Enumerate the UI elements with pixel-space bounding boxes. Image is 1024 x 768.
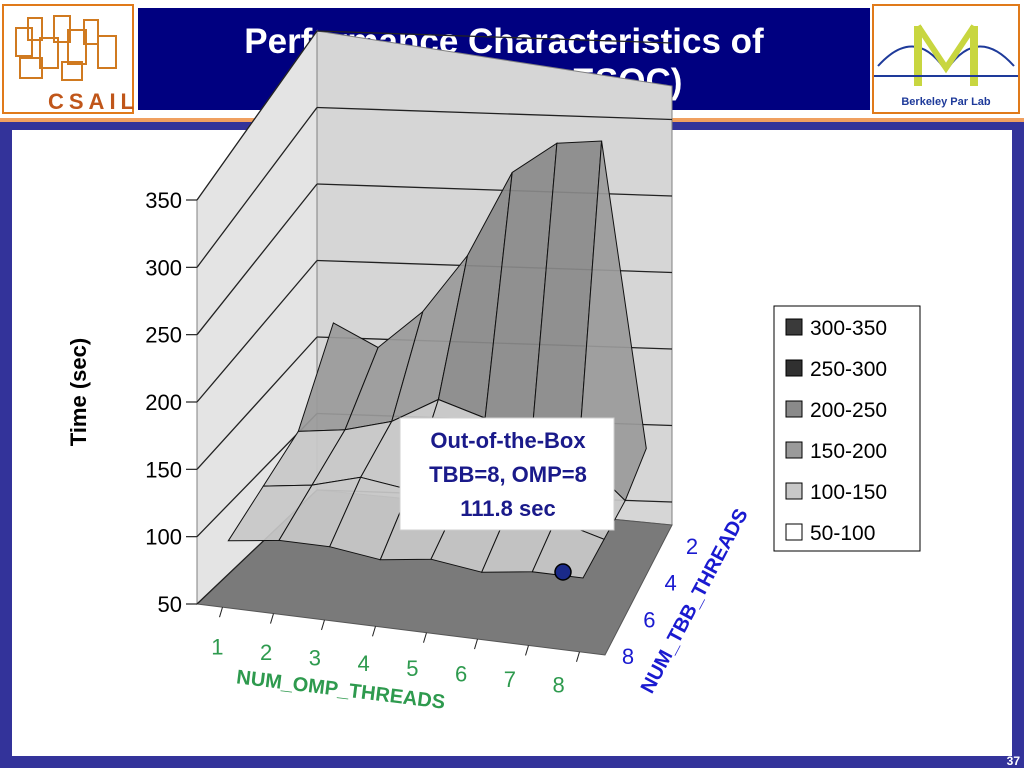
gridline-back: [316, 30, 673, 44]
legend-swatch: [785, 441, 803, 459]
x-tick-label: 3: [309, 645, 321, 670]
gridline-side: [196, 30, 318, 201]
x-tick-label: 5: [406, 656, 418, 681]
y-tick-label: 250: [145, 323, 182, 348]
legend-swatch: [785, 400, 803, 418]
legend-label: 100-150: [810, 481, 887, 504]
z-tick-label: 6: [643, 607, 655, 632]
x-tick-label: 4: [358, 651, 370, 676]
csail-logo: CSAIL: [2, 4, 134, 114]
x-tick-label: 8: [553, 672, 565, 697]
annotation-text: Out-of-the-Box: [430, 428, 586, 453]
y-tick-label: 300: [145, 255, 182, 280]
x-tick-label: 2: [260, 640, 272, 665]
annotation-box: [399, 417, 615, 531]
z-tick-label: 4: [665, 571, 677, 596]
x-tick-mark: [270, 613, 274, 624]
surface-patch: [531, 519, 605, 579]
y-tick-label: 200: [145, 390, 182, 415]
annotation-text: TBB=8, OMP=8: [429, 462, 587, 487]
gridline-side: [196, 107, 318, 268]
z-tick-label: 2: [686, 534, 698, 559]
y-tick-label: 150: [145, 457, 182, 482]
csail-logo-text: CSAIL: [48, 89, 139, 114]
y-tick-label: 100: [145, 525, 182, 550]
bridge-icon: [874, 24, 1018, 86]
legend-swatch: [785, 482, 803, 500]
x-tick-label: 7: [504, 667, 516, 692]
x-tick-label: 6: [455, 662, 467, 687]
y-tick-label: 50: [158, 592, 182, 617]
gridline-side: [196, 183, 318, 336]
x-tick-label: 1: [211, 635, 223, 660]
gridline-side: [196, 336, 318, 470]
legend-label: 200-250: [810, 399, 887, 422]
slide-number: 37: [1006, 754, 1020, 768]
csail-logo-graphic: [15, 15, 117, 81]
x-tick-mark: [525, 645, 529, 656]
gridline-side: [196, 260, 318, 403]
y-tick-label: 350: [145, 188, 182, 213]
z-tick-label: 8: [622, 644, 634, 669]
x-tick-mark: [474, 638, 478, 650]
x-tick-mark: [219, 607, 223, 618]
x-tick-mark: [423, 632, 427, 643]
legend-label: 150-200: [810, 440, 887, 463]
legend-label: 50-100: [810, 522, 875, 545]
legend-swatch: [785, 318, 803, 336]
gridline-back: [316, 106, 673, 121]
x-tick-mark: [372, 626, 376, 637]
annotation-marker: [554, 563, 572, 581]
annotation-text: 111.8 sec: [460, 496, 555, 521]
legend-box: [773, 305, 921, 552]
x-tick-mark: [321, 619, 325, 631]
y-axis-label: Time (sec): [66, 338, 91, 446]
legend-swatch: [785, 523, 803, 541]
bpl-logo-text: Berkeley Par Lab: [901, 96, 991, 108]
berkeley-par-lab-logo: Berkeley Par Lab: [872, 4, 1020, 114]
legend-label: 300-350: [810, 317, 887, 340]
legend-label: 250-300: [810, 358, 887, 381]
legend-swatch: [785, 359, 803, 377]
gridline-back: [316, 183, 673, 197]
x-tick-mark: [576, 651, 580, 662]
